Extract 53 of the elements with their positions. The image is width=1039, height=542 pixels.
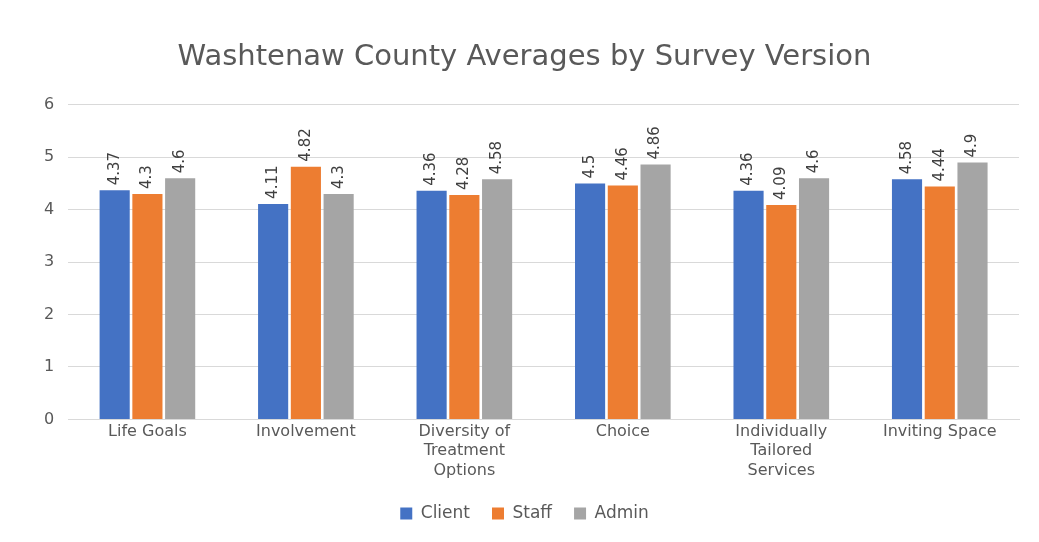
data-label: 4.09 bbox=[771, 166, 790, 200]
data-label: 4.9 bbox=[962, 133, 981, 158]
bar bbox=[766, 204, 797, 419]
x-tick-label: Inviting Space bbox=[882, 421, 997, 441]
y-tick-label: 3 bbox=[43, 251, 55, 271]
y-tick-label: 2 bbox=[43, 303, 55, 323]
data-label: 4.6 bbox=[803, 149, 822, 174]
legend-label: Staff bbox=[512, 501, 554, 522]
bar bbox=[132, 193, 163, 419]
data-label: 4.86 bbox=[645, 126, 664, 160]
bar bbox=[482, 179, 513, 419]
data-label: 4.3 bbox=[328, 165, 347, 189]
bar bbox=[924, 186, 955, 419]
data-label: 4.46 bbox=[612, 147, 631, 181]
x-tick-label: Choice bbox=[595, 421, 650, 441]
bar bbox=[798, 178, 830, 419]
data-label: 4.3 bbox=[137, 165, 156, 189]
data-label: 4.58 bbox=[896, 140, 915, 175]
data-label: 4.37 bbox=[104, 151, 123, 186]
y-tick-label: 4 bbox=[43, 198, 55, 218]
data-label: 4.11 bbox=[263, 165, 282, 199]
x-tick-label: Involvement bbox=[256, 421, 356, 441]
bar bbox=[290, 166, 321, 419]
bar bbox=[640, 164, 671, 419]
data-label: 4.28 bbox=[454, 156, 473, 190]
bar bbox=[258, 203, 289, 419]
data-label: 4.58 bbox=[487, 140, 505, 175]
bar bbox=[449, 194, 480, 419]
bar bbox=[575, 183, 606, 419]
data-label: 4.6 bbox=[170, 149, 189, 174]
bar bbox=[607, 185, 638, 419]
y-tick-label: 0 bbox=[43, 408, 55, 428]
x-tick-label: Individually Tailored Services bbox=[735, 421, 828, 479]
data-label: 4.36 bbox=[421, 152, 440, 186]
legend-label: Admin bbox=[594, 501, 649, 522]
data-label: 4.36 bbox=[738, 152, 757, 186]
y-tick-label: 5 bbox=[43, 146, 55, 166]
x-tick-label: Life Goals bbox=[108, 421, 187, 441]
data-label: 4.82 bbox=[295, 128, 314, 162]
data-label: 4.44 bbox=[929, 148, 948, 182]
bar bbox=[733, 190, 764, 419]
legend-label: Client bbox=[420, 501, 471, 522]
bar bbox=[165, 178, 196, 419]
bar bbox=[99, 190, 130, 419]
x-tick-label: Diversity of Treatment Options bbox=[418, 421, 511, 479]
bar bbox=[323, 193, 354, 419]
bar bbox=[891, 179, 923, 419]
bar bbox=[957, 162, 988, 419]
data-label: 4.5 bbox=[579, 154, 598, 179]
y-tick-label: 1 bbox=[43, 356, 55, 376]
bar bbox=[416, 190, 447, 419]
y-tick-label: 6 bbox=[43, 93, 55, 113]
chart-title: Washtenaw County Averages by Survey Version bbox=[177, 37, 872, 72]
